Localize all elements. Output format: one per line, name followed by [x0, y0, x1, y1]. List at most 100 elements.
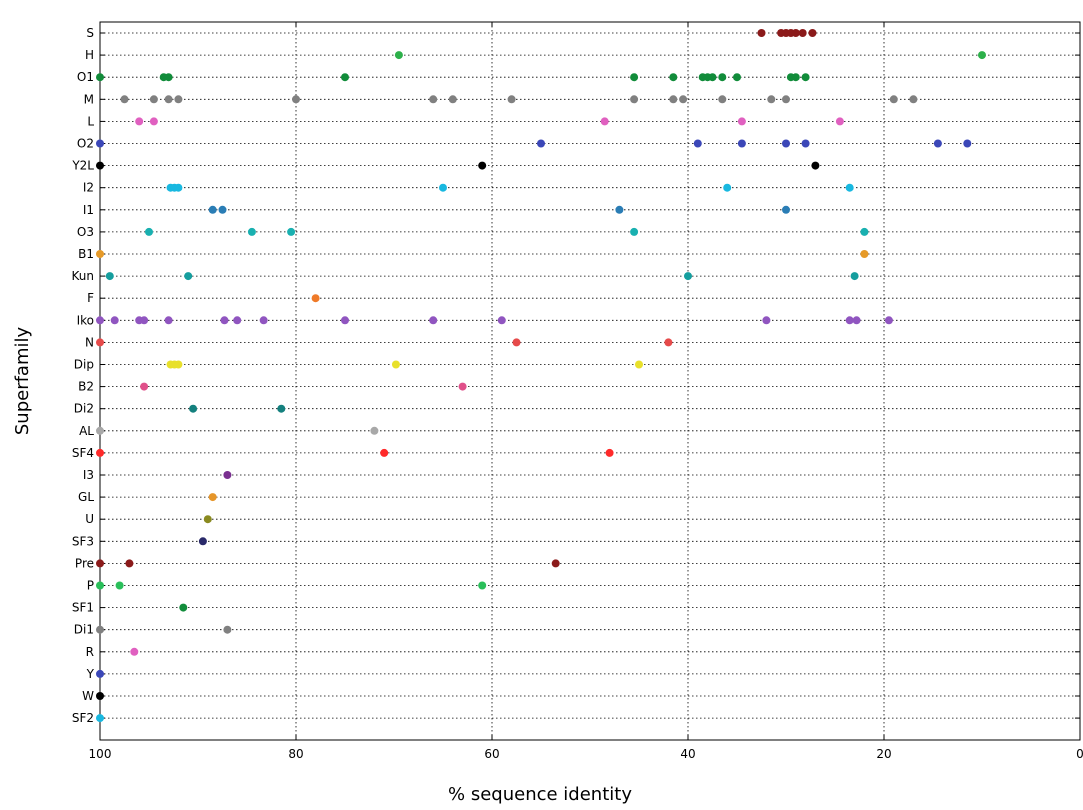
- data-point: [801, 139, 810, 148]
- y-tick-label: O3: [77, 225, 94, 239]
- y-tick-label: N: [85, 335, 94, 349]
- data-point: [439, 183, 447, 192]
- x-tick-label: 40: [680, 747, 695, 761]
- data-point: [391, 360, 400, 369]
- data-point: [801, 73, 810, 82]
- data-point: [223, 471, 232, 479]
- data-point: [852, 316, 861, 325]
- y-tick-label: SF3: [72, 534, 94, 548]
- y-tick-label: H: [85, 48, 94, 62]
- data-point: [507, 95, 516, 104]
- data-point: [223, 625, 232, 634]
- y-tick-label: B2: [78, 380, 94, 394]
- data-point: [664, 338, 673, 347]
- data-point: [115, 581, 124, 590]
- data-point: [218, 205, 227, 214]
- data-point: [120, 95, 129, 104]
- data-point: [909, 95, 918, 104]
- y-tick-label: B1: [78, 247, 94, 261]
- data-point: [292, 95, 300, 104]
- data-point: [845, 316, 854, 325]
- data-point: [512, 338, 521, 347]
- y-tick-label: R: [86, 645, 94, 659]
- data-point: [782, 205, 790, 214]
- data-point: [394, 51, 403, 60]
- data-point: [259, 316, 268, 325]
- y-tick-label: Iko: [77, 313, 94, 327]
- data-point: [429, 95, 438, 104]
- data-point: [679, 95, 688, 104]
- data-point: [135, 117, 144, 126]
- data-point: [370, 426, 379, 435]
- data-point: [850, 272, 859, 281]
- x-tick-label: 80: [288, 747, 303, 761]
- data-point: [791, 29, 800, 37]
- data-point: [737, 117, 746, 126]
- data-point: [140, 316, 149, 325]
- data-point: [723, 183, 732, 192]
- data-point: [341, 73, 349, 82]
- data-point: [96, 581, 104, 590]
- y-tick-label: S: [86, 26, 94, 40]
- data-point: [963, 139, 972, 148]
- y-tick-label: O1: [77, 70, 94, 84]
- data-point: [845, 183, 854, 192]
- data-point: [287, 227, 296, 236]
- data-point: [96, 448, 104, 457]
- data-point: [341, 316, 349, 325]
- data-point: [808, 29, 817, 37]
- y-tick-label: I2: [83, 181, 94, 195]
- data-point: [669, 73, 678, 82]
- y-tick-label: Kun: [72, 269, 94, 283]
- y-tick-label: O2: [77, 137, 94, 151]
- data-point: [96, 625, 104, 634]
- data-point: [478, 581, 487, 590]
- x-tick-label: 100: [89, 747, 112, 761]
- data-point: [782, 95, 790, 104]
- data-point: [105, 272, 114, 281]
- y-tick-label: AL: [79, 424, 94, 438]
- data-point: [791, 73, 800, 82]
- data-point: [174, 95, 183, 104]
- data-point: [605, 448, 614, 457]
- data-point: [247, 227, 256, 236]
- data-point: [458, 382, 467, 391]
- data-point: [164, 316, 173, 325]
- data-point: [762, 316, 771, 325]
- y-tick-label: Y: [86, 667, 95, 681]
- data-point: [684, 272, 692, 281]
- data-point: [96, 669, 104, 678]
- data-point: [189, 404, 198, 413]
- x-tick-label: 0: [1076, 747, 1083, 761]
- data-point: [860, 227, 869, 236]
- data-point: [164, 95, 173, 104]
- data-point: [708, 73, 717, 82]
- data-point: [96, 714, 104, 723]
- data-point: [933, 139, 942, 148]
- data-point: [174, 183, 183, 192]
- x-tick-label: 60: [484, 747, 499, 761]
- data-point: [208, 493, 217, 502]
- y-axis-ticks: SH O1 ML O2 Y2L I2 I1 O3 B1 Kun F Iko N Dip B2 Di2 AL SF4…: [71, 26, 1080, 725]
- y-axis-title: Superfamily: [12, 327, 33, 436]
- data-point: [208, 205, 217, 214]
- grid-lines: [99, 22, 1081, 740]
- data-point: [860, 250, 869, 258]
- data-point: [782, 139, 790, 148]
- x-axis-ticks: 100 80 60 40 20 0: [89, 22, 1083, 761]
- y-tick-label: U: [85, 512, 94, 526]
- data-point: [693, 139, 702, 148]
- data-point: [277, 404, 286, 413]
- data-point: [978, 51, 986, 60]
- data-points: [96, 29, 986, 723]
- data-point: [96, 250, 104, 258]
- data-point: [669, 95, 678, 104]
- data-point: [630, 95, 639, 104]
- data-point: [551, 559, 560, 568]
- data-point: [233, 316, 242, 325]
- data-point: [96, 139, 104, 148]
- data-point: [733, 73, 741, 82]
- data-point: [478, 161, 487, 170]
- data-point: [835, 117, 844, 126]
- data-point: [184, 272, 193, 281]
